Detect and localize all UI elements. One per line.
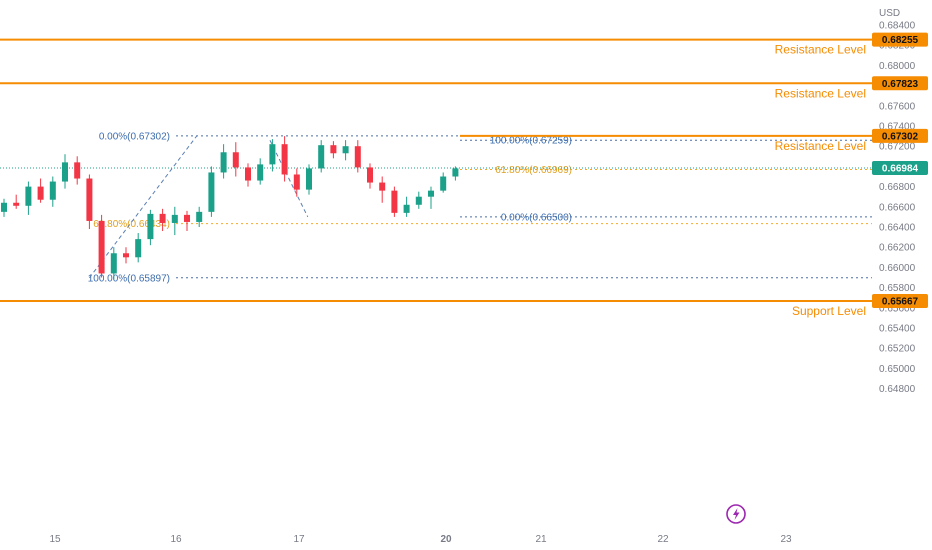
fib-trend-line — [269, 140, 309, 218]
x-tick-label: 23 — [780, 534, 792, 545]
candle-body — [86, 178, 93, 221]
candle-body — [135, 239, 142, 258]
level-label: Resistance Level — [775, 139, 866, 153]
level-label: Support Level — [792, 304, 866, 318]
y-tick-label: 0.64800 — [879, 384, 916, 395]
candle-body — [452, 168, 459, 177]
candle-body — [293, 174, 300, 190]
candle-body — [74, 162, 81, 179]
x-tick-label: 16 — [170, 534, 182, 545]
candle-body — [306, 168, 312, 190]
y-tick-label: 0.66600 — [879, 202, 916, 213]
candle-body — [232, 152, 239, 168]
current-price-tag-text: 0.66984 — [882, 164, 919, 175]
candle-body — [440, 176, 447, 191]
y-tick-label: 0.68000 — [879, 61, 916, 72]
candle-body — [110, 253, 117, 274]
level-price-tag — [872, 32, 928, 47]
y-tick-label: 0.66200 — [879, 243, 916, 254]
y-tick-label: 0.65000 — [879, 364, 916, 375]
candle-body — [98, 220, 105, 274]
level-price-tag — [872, 294, 928, 309]
candle-body — [123, 253, 129, 258]
y-tick-label: 0.67400 — [879, 122, 916, 133]
y-tick-label: 0.65800 — [879, 283, 916, 294]
fib-level-label: 61.80%(0.66434) — [93, 219, 170, 230]
candle-body — [367, 167, 373, 183]
fib-level-label: 0.00%(0.66500) — [501, 212, 572, 223]
candle-body — [208, 172, 215, 212]
candle-body — [159, 213, 166, 223]
candlestick-series — [1, 136, 459, 280]
currency-label: USD — [879, 8, 900, 19]
level-price-tag-text: 0.65667 — [882, 297, 919, 308]
fib-trend-line — [89, 135, 198, 279]
level-price-tag — [872, 128, 928, 143]
candle-body — [330, 145, 337, 154]
level-price-tag-text: 0.68255 — [882, 35, 919, 46]
y-tick-label: 0.66000 — [879, 263, 916, 274]
level-price-tag-text: 0.67823 — [882, 79, 919, 90]
level-price-tag-text: 0.67302 — [882, 131, 919, 142]
candle-body — [342, 146, 349, 154]
level-label: Resistance Level — [775, 86, 866, 100]
support-resistance-levels: Resistance Level Resistance Level Resistan… — [0, 38, 872, 318]
candle-body — [49, 181, 56, 200]
time-axis[interactable]: 15 16 17 20 21 22 23 — [49, 534, 792, 545]
candle-body — [171, 214, 178, 223]
x-tick-label: 22 — [657, 534, 669, 545]
candle-body — [379, 182, 386, 191]
fib-level-label: 61.80%(0.66969) — [495, 165, 572, 176]
current-price-tag — [872, 161, 928, 176]
candle-body — [245, 167, 251, 181]
candle-body — [25, 186, 32, 206]
candle-body — [403, 204, 410, 213]
candle-body — [281, 144, 288, 175]
candle-body — [196, 211, 203, 222]
y-tick-label: 0.67200 — [879, 142, 916, 153]
candle-body — [184, 214, 190, 222]
fibonacci-retracements: 0.00%(0.67302) 61.80%(0.66434) 100.00%(0.6… — [88, 131, 872, 284]
candle-body — [37, 186, 44, 200]
candle-body — [147, 213, 154, 240]
candle-body — [220, 152, 227, 173]
y-tick-label: 0.68400 — [879, 21, 916, 32]
y-tick-label: 0.66400 — [879, 223, 916, 234]
candle-body — [13, 202, 20, 206]
y-tick-label: 0.66800 — [879, 182, 916, 193]
level-label: Resistance Level — [775, 43, 866, 57]
fib-level-label: 100.00%(0.67259) — [490, 136, 572, 147]
candle-body — [257, 164, 264, 181]
price-axis[interactable]: USD 0.684000.682000.680000.678000.676000… — [879, 8, 916, 395]
candle-body — [415, 196, 422, 205]
candle-body — [318, 145, 325, 169]
x-tick-label: 17 — [293, 534, 305, 545]
y-tick-label: 0.67600 — [879, 101, 916, 112]
x-tick-label: 20 — [440, 534, 452, 545]
level-price-tag — [872, 76, 928, 91]
x-tick-label: 15 — [49, 534, 61, 545]
lightning-icon[interactable] — [726, 504, 746, 524]
y-tick-label: 0.65600 — [879, 303, 916, 314]
candle-body — [428, 190, 434, 197]
candle-body — [62, 162, 68, 182]
price-axis-tags: 0.68255 0.67823 0.67302 0.65667 0.66984 — [872, 32, 928, 309]
y-tick-label: 0.65400 — [879, 324, 916, 335]
y-tick-label: 0.65200 — [879, 344, 916, 355]
x-tick-label: 21 — [535, 534, 547, 545]
fib-level-label: 0.00%(0.67302) — [99, 131, 170, 142]
candle-body — [354, 146, 361, 168]
fib-level-label: 100.00%(0.65897) — [88, 273, 170, 284]
candle-body — [269, 144, 276, 165]
candle-body — [1, 202, 7, 212]
candle-body — [391, 190, 398, 213]
